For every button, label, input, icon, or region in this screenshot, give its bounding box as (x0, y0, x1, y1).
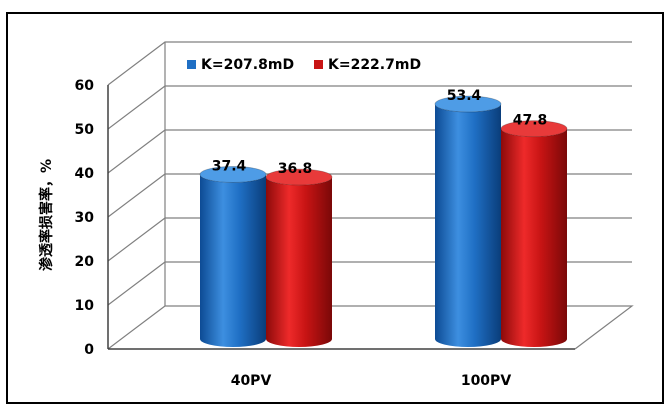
y-tick-label: 50 (75, 122, 95, 138)
legend: K=207.8mD K=222.7mD (187, 57, 421, 73)
y-tick-label: 20 (75, 254, 95, 270)
data-label: 37.4 (212, 158, 247, 174)
x-tick-label: 100PV (461, 373, 511, 389)
bar-k222-7-100pv (500, 120, 568, 347)
legend-label: K=207.8mD (201, 57, 294, 73)
bar-k207-8-40pv (199, 166, 267, 347)
legend-label: K=222.7mD (328, 57, 421, 73)
y-tick-label: 30 (75, 210, 95, 226)
legend-item: K=222.7mD (314, 57, 421, 73)
legend-swatch (314, 60, 323, 69)
data-label: 53.4 (447, 88, 482, 104)
labels: 37.4 36.8 40PV 53.4 47.8 100PV (212, 88, 548, 389)
data-label: 47.8 (513, 113, 548, 129)
y-axis-label: 渗透率损害率，% (38, 159, 55, 271)
legend-swatch (187, 60, 196, 69)
y-tick-label: 10 (75, 298, 95, 314)
gridline (107, 41, 632, 86)
bar-k207-8-100pv (434, 95, 502, 347)
y-tick-label: 40 (75, 166, 95, 182)
data-label: 36.8 (278, 161, 313, 177)
legend-item: K=207.8mD (187, 57, 294, 73)
y-tick-label: 60 (75, 78, 95, 94)
x-tick-label: 40PV (231, 373, 272, 389)
y-tick-label: 0 (84, 342, 94, 358)
floor-outline (107, 305, 634, 350)
gridline (107, 85, 632, 130)
bar-k222-7-40pv (265, 168, 333, 347)
bars (199, 95, 568, 347)
